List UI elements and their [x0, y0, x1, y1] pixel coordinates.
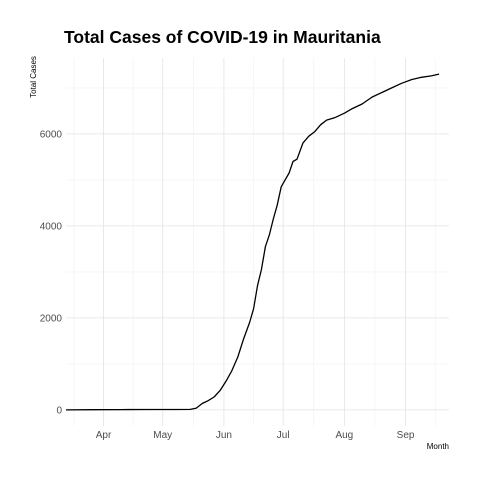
- plot-area: [65, 73, 440, 411]
- y-tick-labels: 0 2000 4000 6000: [40, 129, 63, 416]
- x-tick-label: Jul: [277, 430, 290, 441]
- total-cases-line: [65, 73, 440, 411]
- x-tick-label: Sep: [397, 430, 415, 441]
- y-axis-title: Total Cases: [29, 56, 38, 98]
- y-tick-label: 4000: [40, 221, 63, 232]
- x-tick-label: Aug: [335, 430, 353, 441]
- x-tick-labels: Apr May Jun Jul Aug Sep: [96, 430, 415, 441]
- y-tick-label: 0: [56, 405, 62, 416]
- x-tick-label: Jun: [216, 430, 232, 441]
- x-tick-label: Apr: [96, 430, 112, 441]
- chart-title: Total Cases of COVID-19 in Mauritania: [64, 27, 381, 47]
- y-tick-label: 2000: [40, 313, 63, 324]
- x-axis-title: Month: [427, 442, 449, 451]
- x-tick-label: May: [153, 430, 172, 441]
- gridlines: [66, 58, 449, 426]
- y-tick-label: 6000: [40, 129, 63, 140]
